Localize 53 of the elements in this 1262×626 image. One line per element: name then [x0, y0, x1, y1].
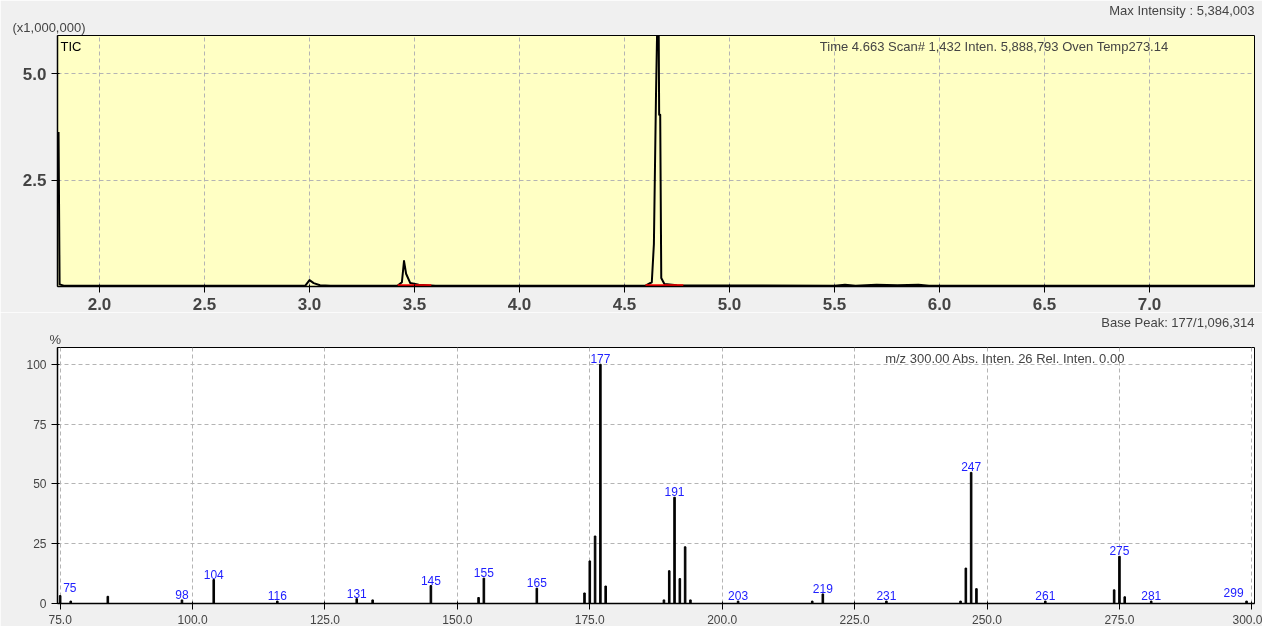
x-tick-label: 5.5: [822, 294, 847, 314]
text: TIC: [60, 38, 82, 54]
annotation: 155: [473, 566, 495, 581]
x-tick-label: 3.5: [402, 294, 427, 314]
y-axis-title: %: [49, 332, 62, 347]
y-tick-label: 0: [39, 597, 47, 611]
x-tick-label: 7.0: [1137, 294, 1162, 314]
x-tick-label: 2.0: [87, 294, 112, 314]
annotation: 145: [420, 573, 442, 588]
annotation: 299: [1223, 586, 1244, 601]
y-tick-label: 100: [26, 357, 47, 372]
annotation: 165: [526, 576, 548, 591]
x-tick-label: 100.0: [177, 612, 208, 626]
y-tick-label: 5.0: [22, 64, 47, 84]
y-tick-label: 2.5: [22, 171, 47, 191]
annotation: 104: [203, 567, 225, 582]
annotation: 131: [346, 586, 368, 601]
annotation: m/z 300.00 Abs. Inten. 26 Rel. Inten. 0.00: [885, 350, 1125, 366]
x-tick-label: 4.0: [507, 294, 532, 314]
x-tick-label: 275.0: [1104, 612, 1135, 626]
x-tick-label: 6.0: [927, 294, 952, 314]
annotation: 191: [664, 485, 685, 500]
annotation: 247: [961, 460, 982, 475]
text: Max Intensity : 5,384,003: [1109, 2, 1255, 18]
x-tick-label: 2.5: [192, 294, 217, 314]
x-tick-label: 150.0: [442, 612, 473, 626]
x-tick-label: 175.0: [574, 612, 606, 626]
annotation: 231: [876, 589, 897, 604]
x-tick-label: 4.5: [612, 294, 637, 314]
y-tick-label: 50: [33, 477, 47, 492]
annotation: 275: [1109, 544, 1130, 559]
annotation: 75: [63, 580, 77, 595]
annotation: 261: [1035, 589, 1056, 604]
y-tick-label: 25: [33, 537, 47, 552]
y-axis-title: (x1,000,000): [12, 20, 86, 35]
x-tick-label: 300.0: [1232, 612, 1262, 626]
x-tick-label: 200.0: [707, 612, 738, 626]
annotation: 281: [1141, 589, 1162, 604]
x-tick-label: 75.0: [48, 612, 73, 626]
x-tick-label: 3.0: [297, 294, 322, 314]
annotation: 219: [812, 581, 834, 596]
x-tick-label: 6.5: [1032, 294, 1057, 314]
y-tick-label: 75: [33, 417, 47, 432]
x-tick-label: 225.0: [839, 612, 870, 626]
annotation: 203: [728, 589, 749, 604]
annotation: Time 4.663 Scan# 1,432 Inten. 5,888,793 Oven Temp273.14: [819, 38, 1169, 54]
annotation: 177: [590, 352, 611, 367]
x-tick-label: 125.0: [309, 612, 341, 626]
x-tick-label: 250.0: [972, 612, 1003, 626]
annotation: 98: [175, 587, 189, 602]
text: Base Peak: 177/1,096,314: [1101, 314, 1255, 330]
annotation: 116: [267, 589, 288, 604]
x-tick-label: 5.0: [717, 294, 742, 314]
